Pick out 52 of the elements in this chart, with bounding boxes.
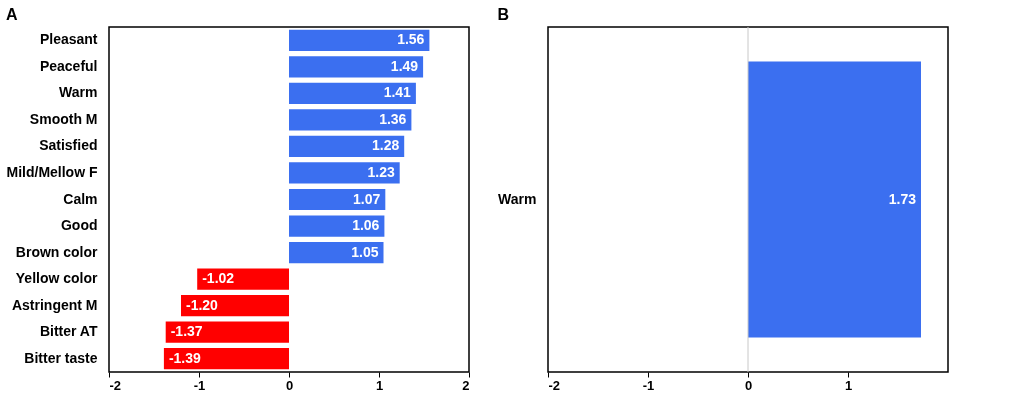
- data-label: -1.37: [170, 323, 203, 340]
- bar: [165, 321, 289, 343]
- bar: [289, 29, 430, 51]
- y-tick-label: Pleasant: [39, 31, 98, 48]
- data-label: 1.23: [367, 163, 395, 180]
- data-label: 1.56: [397, 31, 425, 48]
- data-label: 1.49: [390, 57, 419, 74]
- data-label: -1.39: [168, 349, 202, 366]
- bar: [289, 135, 405, 158]
- y-tick-label: Good: [60, 217, 98, 234]
- x-tick-label: -1: [193, 377, 206, 393]
- bar: [197, 268, 289, 290]
- y-tick-label: Warm: [59, 84, 98, 101]
- y-tick-label: Astringent M: [11, 296, 98, 313]
- y-tick-label: Satisfied: [39, 137, 98, 154]
- x-tick-label: -1: [642, 377, 655, 393]
- y-tick-label: Bitter taste: [24, 349, 98, 366]
- x-tick-label: 0: [744, 377, 753, 393]
- y-tick-label: Warm: [498, 190, 537, 207]
- data-label: 1.36: [379, 110, 407, 127]
- y-tick-label: Yellow color: [15, 270, 99, 287]
- chart-title: B: [497, 5, 510, 23]
- x-tick-label: 0: [285, 377, 294, 393]
- bar: [289, 82, 416, 104]
- bar: [289, 162, 400, 184]
- bar: [289, 188, 386, 211]
- data-label: 1.06: [352, 217, 380, 234]
- y-tick-label: Mild/Mellow F: [6, 163, 98, 180]
- bar: [289, 215, 385, 237]
- chart-title: A: [6, 6, 19, 23]
- data-label: 1.41: [383, 84, 412, 101]
- data-label: 1.73: [888, 190, 917, 207]
- y-tick-label: Brown color: [15, 243, 99, 260]
- data-label: -1.20: [186, 296, 219, 313]
- y-tick-label: Calm: [63, 190, 98, 207]
- data-label: 1.05: [351, 243, 379, 260]
- y-tick-label: Smooth M: [29, 110, 98, 127]
- y-tick-label: Peaceful: [39, 57, 98, 74]
- x-tick-label: 1: [844, 377, 853, 393]
- data-label: 1.07: [353, 190, 381, 207]
- data-label: 1.28: [371, 137, 400, 154]
- x-tick-label: -2: [109, 377, 122, 393]
- x-tick-label: 2: [462, 377, 470, 393]
- bar: [289, 56, 424, 78]
- bar: [289, 109, 412, 131]
- bar: [289, 241, 384, 264]
- bar: [181, 295, 289, 317]
- data-label: -1.02: [202, 270, 235, 287]
- x-tick-label: 1: [375, 377, 384, 393]
- bar: [163, 348, 289, 370]
- x-tick-label: -2: [548, 377, 561, 393]
- y-tick-label: Bitter AT: [39, 323, 98, 340]
